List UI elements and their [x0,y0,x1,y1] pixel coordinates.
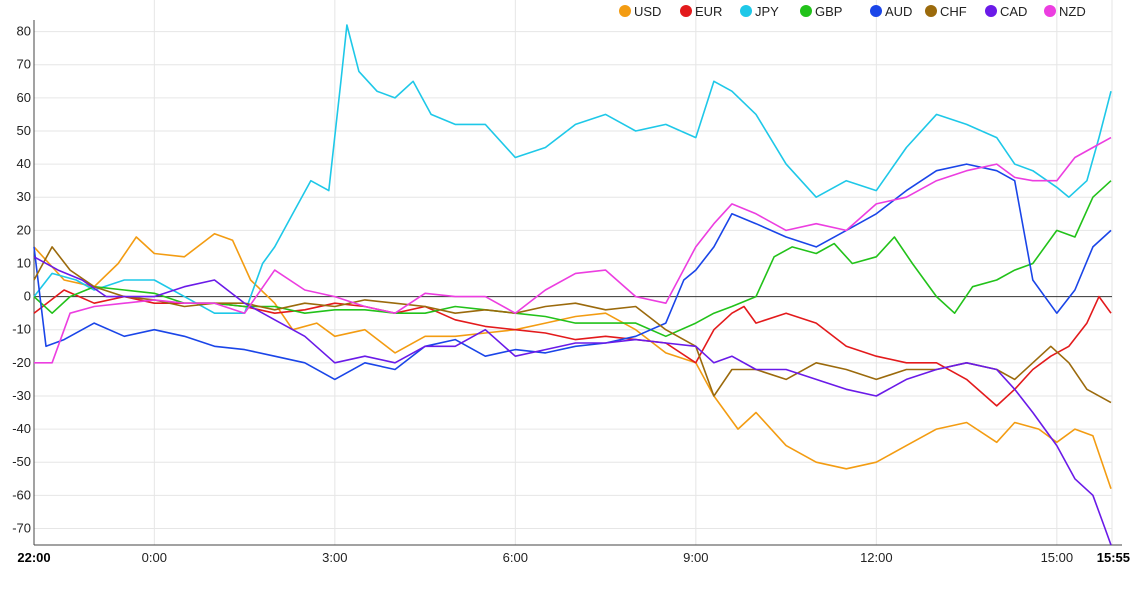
series-line-gbp [33,180,1112,338]
y-tick-label: -40 [12,421,31,436]
x-tick-label: 6:00 [503,550,528,565]
legend-item-aud: AUD [870,4,912,19]
legend-marker [619,5,631,17]
y-tick-label: 70 [17,57,31,72]
y-tick-label: -50 [12,454,31,469]
legend-item-gbp: GBP [800,4,842,19]
legend-label: GBP [815,4,842,19]
legend-item-usd: USD [619,4,661,19]
series-line-eur [33,289,1112,407]
legend-marker [1044,5,1056,17]
y-tick-label: 0 [24,289,31,304]
legend-marker [925,5,937,17]
grid-lines [34,0,1113,545]
legend-marker [985,5,997,17]
y-tick-label: 20 [17,222,31,237]
legend-item-chf: CHF [925,4,967,19]
y-axis: 80 70 60 50 40 30 20 10 0 -10 -20 -30 -40 -50 -60 -70 [12,20,35,545]
legend-label: JPY [755,4,779,19]
y-tick-label: 50 [17,123,31,138]
legend-item-eur: EUR [680,4,722,19]
y-tick-label: -60 [12,487,31,502]
legend-label: AUD [885,4,912,19]
legend-item-cad: CAD [985,4,1027,19]
legend-marker [680,5,692,17]
legend: USD EUR JPY GBP AUD CHF CAD NZD [619,4,1086,19]
series-line-usd [33,232,1112,489]
y-tick-label: 30 [17,189,31,204]
x-tick-label: 15:55 [1097,550,1130,565]
y-tick-label: -10 [12,322,31,337]
y-tick-label: -70 [12,520,31,535]
legend-label: CAD [1000,4,1027,19]
series-line-chf [33,246,1112,404]
y-tick-label: 60 [17,90,31,105]
x-axis: 22:00 0:00 3:00 6:00 9:00 12:00 15:00 15:55 [17,544,1130,565]
series-lines [33,24,1112,546]
x-tick-label: 15:00 [1041,550,1074,565]
x-tick-label: 22:00 [17,550,50,565]
series-line-aud [33,163,1112,381]
legend-label: NZD [1059,4,1086,19]
y-tick-label: 40 [17,156,31,171]
series-line-nzd [34,136,1112,364]
x-tick-label: 3:00 [322,550,347,565]
series-line-jpy [33,24,1112,314]
y-tick-label: -30 [12,388,31,403]
y-tick-label: 10 [17,255,31,270]
legend-label: CHF [940,4,967,19]
legend-item-jpy: JPY [740,4,779,19]
legend-item-nzd: NZD [1044,4,1086,19]
y-tick-label: 80 [17,24,31,39]
series-line-cad [33,256,1112,546]
legend-marker [740,5,752,17]
x-tick-label: 12:00 [860,550,893,565]
x-tick-label: 9:00 [683,550,708,565]
y-tick-label: -20 [12,355,31,370]
legend-marker [870,5,882,17]
legend-label: USD [634,4,661,19]
x-tick-label: 0:00 [142,550,167,565]
legend-marker [800,5,812,17]
legend-label: EUR [695,4,722,19]
